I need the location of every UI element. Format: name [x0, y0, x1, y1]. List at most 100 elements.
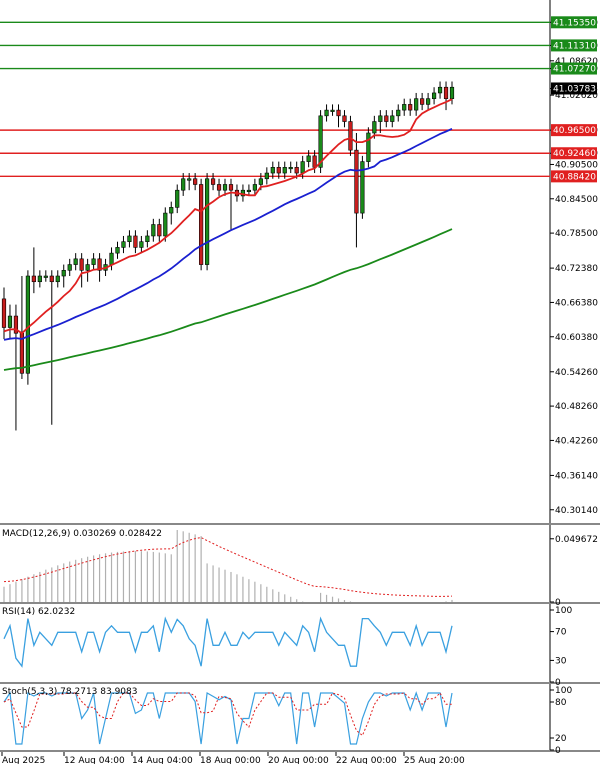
candle — [169, 201, 174, 225]
candle-body — [443, 86, 449, 99]
time-tick-label: 25 Aug 20:00 — [404, 756, 465, 764]
support-resistance-levels: 41.15350 41.11310 41.07270 40.96500 40.92460… — [0, 16, 597, 183]
candle — [175, 184, 180, 214]
moving-average-line — [3, 127, 453, 341]
candle-body — [49, 275, 54, 283]
candle — [396, 104, 401, 122]
stoch-tick-label: 100 — [555, 686, 572, 696]
candle — [431, 87, 437, 105]
candle-body — [157, 224, 162, 237]
macd-label: MACD(12,26,9) 0.030269 0.028422 — [2, 529, 162, 539]
candle — [390, 110, 395, 128]
candle — [31, 247, 36, 294]
candle — [79, 253, 84, 288]
candle-body — [306, 155, 311, 162]
candle-body — [354, 149, 359, 214]
candle — [378, 110, 383, 133]
candle-body — [408, 104, 413, 111]
moving-averages — [3, 98, 453, 371]
candles — [1, 81, 455, 431]
candle — [324, 104, 329, 122]
candle — [43, 270, 48, 282]
price-tick-label: 40.36140 — [555, 471, 598, 481]
price-tick-label: 40.78500 — [555, 229, 598, 239]
candle-body — [390, 115, 395, 122]
candle-body — [73, 258, 78, 265]
stoch-label: Stoch(5,3,3) 78.2713 83.9083 — [2, 687, 137, 697]
candle — [61, 264, 66, 288]
candle — [252, 178, 257, 196]
candle — [360, 155, 365, 219]
candle-body — [216, 184, 222, 191]
candle-body — [252, 184, 257, 191]
moving-average-line — [3, 228, 453, 371]
candle-body — [115, 247, 120, 254]
candle — [449, 81, 455, 105]
candle — [246, 184, 251, 196]
macd-tick-label: 0.049672 — [555, 535, 598, 545]
candle-body — [431, 92, 437, 99]
candle-body — [420, 98, 425, 105]
time-tick-label: 14 Aug 04:00 — [132, 756, 193, 764]
candle — [199, 178, 204, 271]
candle-body — [91, 258, 96, 265]
candle-body — [222, 184, 228, 191]
time-tick-label: 18 Aug 00:00 — [200, 756, 261, 764]
candle — [85, 258, 90, 282]
candle-body — [402, 104, 407, 111]
rsi-tick-label: 100 — [555, 606, 572, 616]
candle-body — [330, 109, 335, 112]
rsi-pane — [3, 616, 453, 668]
candle — [354, 132, 359, 248]
candle-body — [288, 167, 293, 170]
candle — [97, 253, 102, 282]
time-tick-label: 22 Aug 00:00 — [336, 756, 397, 764]
candle-body — [139, 241, 144, 248]
level-label: 41.15350 — [553, 18, 596, 28]
candle-body — [31, 275, 36, 283]
candle-body — [187, 178, 192, 181]
price-tick-label: 40.66380 — [555, 298, 598, 308]
level-badge — [551, 170, 597, 183]
candle-body — [449, 86, 455, 99]
candle — [216, 178, 222, 196]
candle — [414, 92, 419, 116]
macd-axis: 0.049672 0 — [550, 535, 598, 608]
candle-body — [7, 315, 13, 328]
candle — [127, 230, 132, 248]
candle — [205, 173, 210, 271]
candle-body — [25, 275, 30, 374]
candle-body — [384, 115, 389, 122]
candle — [282, 161, 287, 179]
rsi-line — [3, 616, 453, 668]
candle — [115, 241, 120, 259]
candle-body — [1, 298, 7, 328]
candle — [443, 81, 449, 111]
candle-body — [414, 98, 419, 111]
candle-body — [324, 109, 329, 117]
candle — [139, 235, 144, 254]
candle — [366, 127, 371, 168]
candle-body — [175, 189, 180, 208]
rsi-tick-label: 0 — [555, 678, 561, 688]
candle — [330, 104, 335, 116]
level-badge — [551, 16, 597, 29]
candle-body — [276, 167, 281, 174]
candle — [426, 92, 431, 111]
candle-body — [79, 258, 84, 271]
candle-body — [163, 212, 168, 237]
price-tick-label: 40.48260 — [555, 402, 598, 412]
macd-tick-label: 0 — [555, 598, 561, 608]
candle — [91, 253, 96, 271]
candle-body — [151, 224, 156, 237]
candle — [408, 98, 413, 116]
candle-body — [336, 109, 341, 117]
price-tick-label: 41.02620 — [555, 91, 598, 101]
rsi-label: RSI(14) 62.0232 — [2, 607, 75, 617]
candle-body — [205, 178, 210, 265]
current-price-label: 41.03783 — [553, 84, 596, 94]
macd-pane — [3, 530, 453, 602]
candle-body — [85, 264, 90, 271]
current-price-badge — [551, 82, 597, 95]
